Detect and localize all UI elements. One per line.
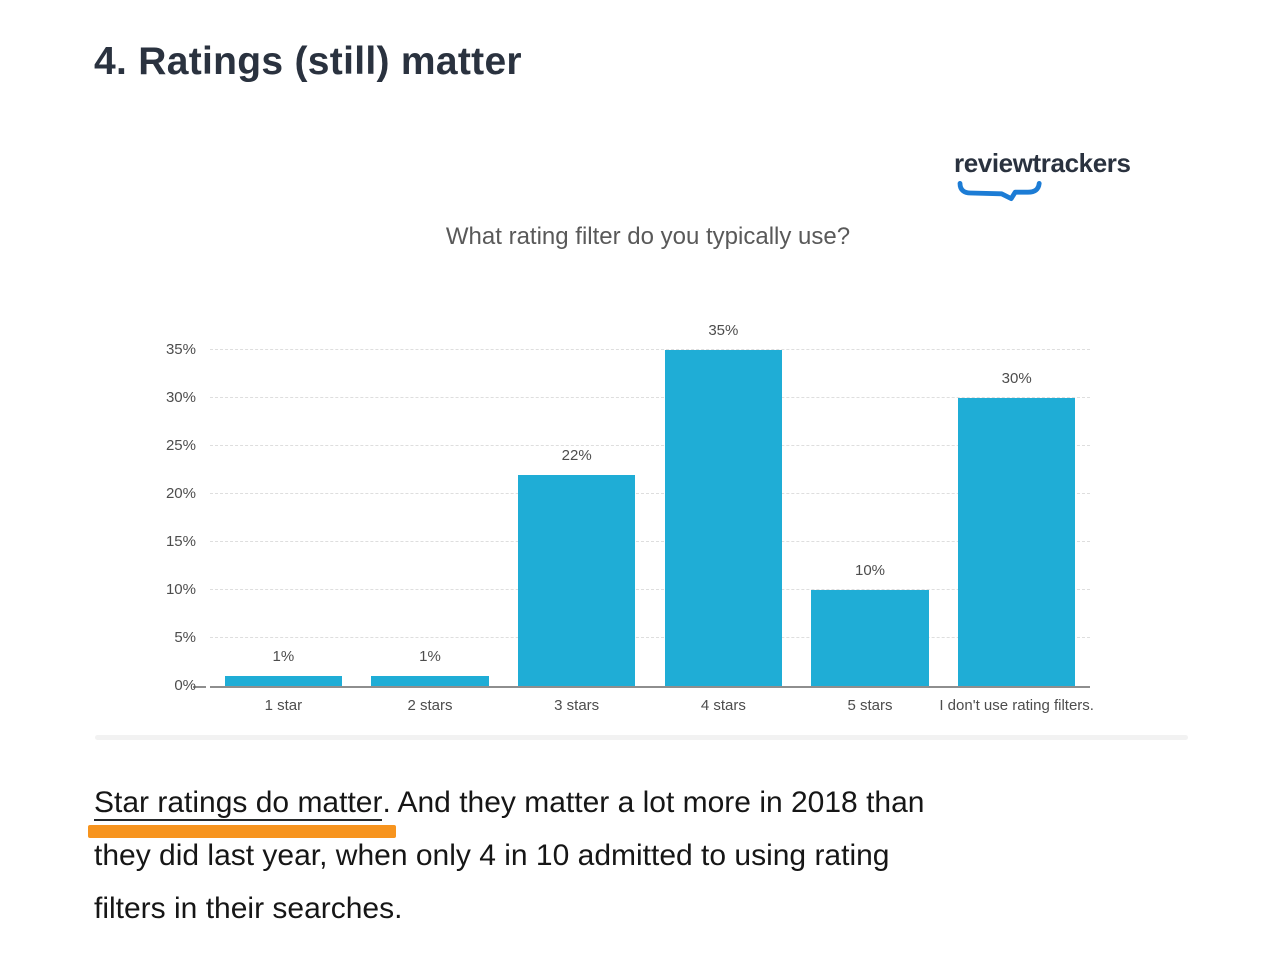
paragraph-line3: filters in their searches. [94, 892, 403, 925]
bar-column: 1% [357, 352, 504, 686]
gridline [210, 493, 1090, 494]
bar [224, 676, 342, 686]
paragraph-line1-rest: . And they matter a lot more in 2018 tha… [382, 786, 925, 819]
y-axis-tick-label: 0% [174, 677, 196, 694]
logo-text: reviewtrackers [954, 148, 1131, 178]
y-axis-tick-label: 35% [165, 341, 196, 358]
zero-axis-tick [193, 686, 206, 688]
bar-value-label: 22% [561, 446, 592, 464]
y-axis-tick-label: 5% [174, 629, 196, 646]
bar-column: 1% [210, 352, 357, 686]
bar-value-label: 1% [419, 648, 441, 666]
x-axis-tick-label: 1 star [264, 697, 303, 714]
y-axis-tick-label: 10% [165, 581, 196, 598]
bar-column: 30% [943, 352, 1090, 686]
gridline [210, 589, 1090, 590]
y-axis-tick-label: 15% [165, 533, 196, 550]
bar-value-label: 1% [272, 648, 295, 666]
x-axis-labels: 1 star 2 stars 3 stars 4 stars 5 stars I don'… [210, 697, 1094, 719]
y-axis-tick-label: 20% [165, 485, 196, 502]
gridline [210, 445, 1090, 446]
bars-container: 1% 1% 22% 35% 10% 30% [210, 322, 1090, 686]
speech-bubble-underline-icon [957, 180, 1042, 201]
bar-column: 35% [650, 322, 797, 686]
x-axis-tick-label: 5 stars [847, 697, 893, 714]
chart-title: What rating filter do you typically use? [445, 223, 851, 250]
body-paragraph: Star ratings do matter. And they matter … [94, 776, 1234, 935]
x-axis-tick-label: 2 stars [407, 697, 453, 714]
bar-value-label: 35% [708, 322, 739, 339]
bar [811, 590, 929, 686]
gridline [210, 397, 1090, 398]
bar [518, 474, 636, 686]
bar-column: 10% [797, 352, 944, 686]
bar [958, 398, 1076, 686]
plot-area: 1% 1% 22% 35% 10% 30% 0% 5% 10% 15% 20% 25% 30% 35% [166, 322, 1090, 694]
section-heading: 4. Ratings (still) matter [94, 40, 522, 83]
y-axis-tick-label: 30% [165, 389, 196, 406]
gridline [210, 637, 1090, 638]
bar [371, 676, 489, 686]
y-axis-tick-label: 25% [165, 437, 196, 454]
reviewtrackers-logo: reviewtrackers [954, 148, 1154, 202]
gridline [210, 349, 1090, 350]
highlighted-text: Star ratings do matter [94, 786, 383, 821]
x-axis-tick-label: 4 stars [700, 697, 746, 714]
bar [664, 350, 783, 686]
bar-column: 22% [503, 352, 650, 686]
x-axis-tick-label: 3 stars [554, 697, 600, 714]
paragraph-line2: they did last year, when only 4 in 10 ad… [94, 839, 890, 872]
bar-value-label: 30% [1001, 370, 1032, 387]
x-axis-tick-label: I don't use rating filters. [939, 697, 1094, 714]
bar-value-label: 10% [855, 562, 886, 579]
gridline [210, 541, 1090, 542]
section-divider [95, 735, 1188, 740]
